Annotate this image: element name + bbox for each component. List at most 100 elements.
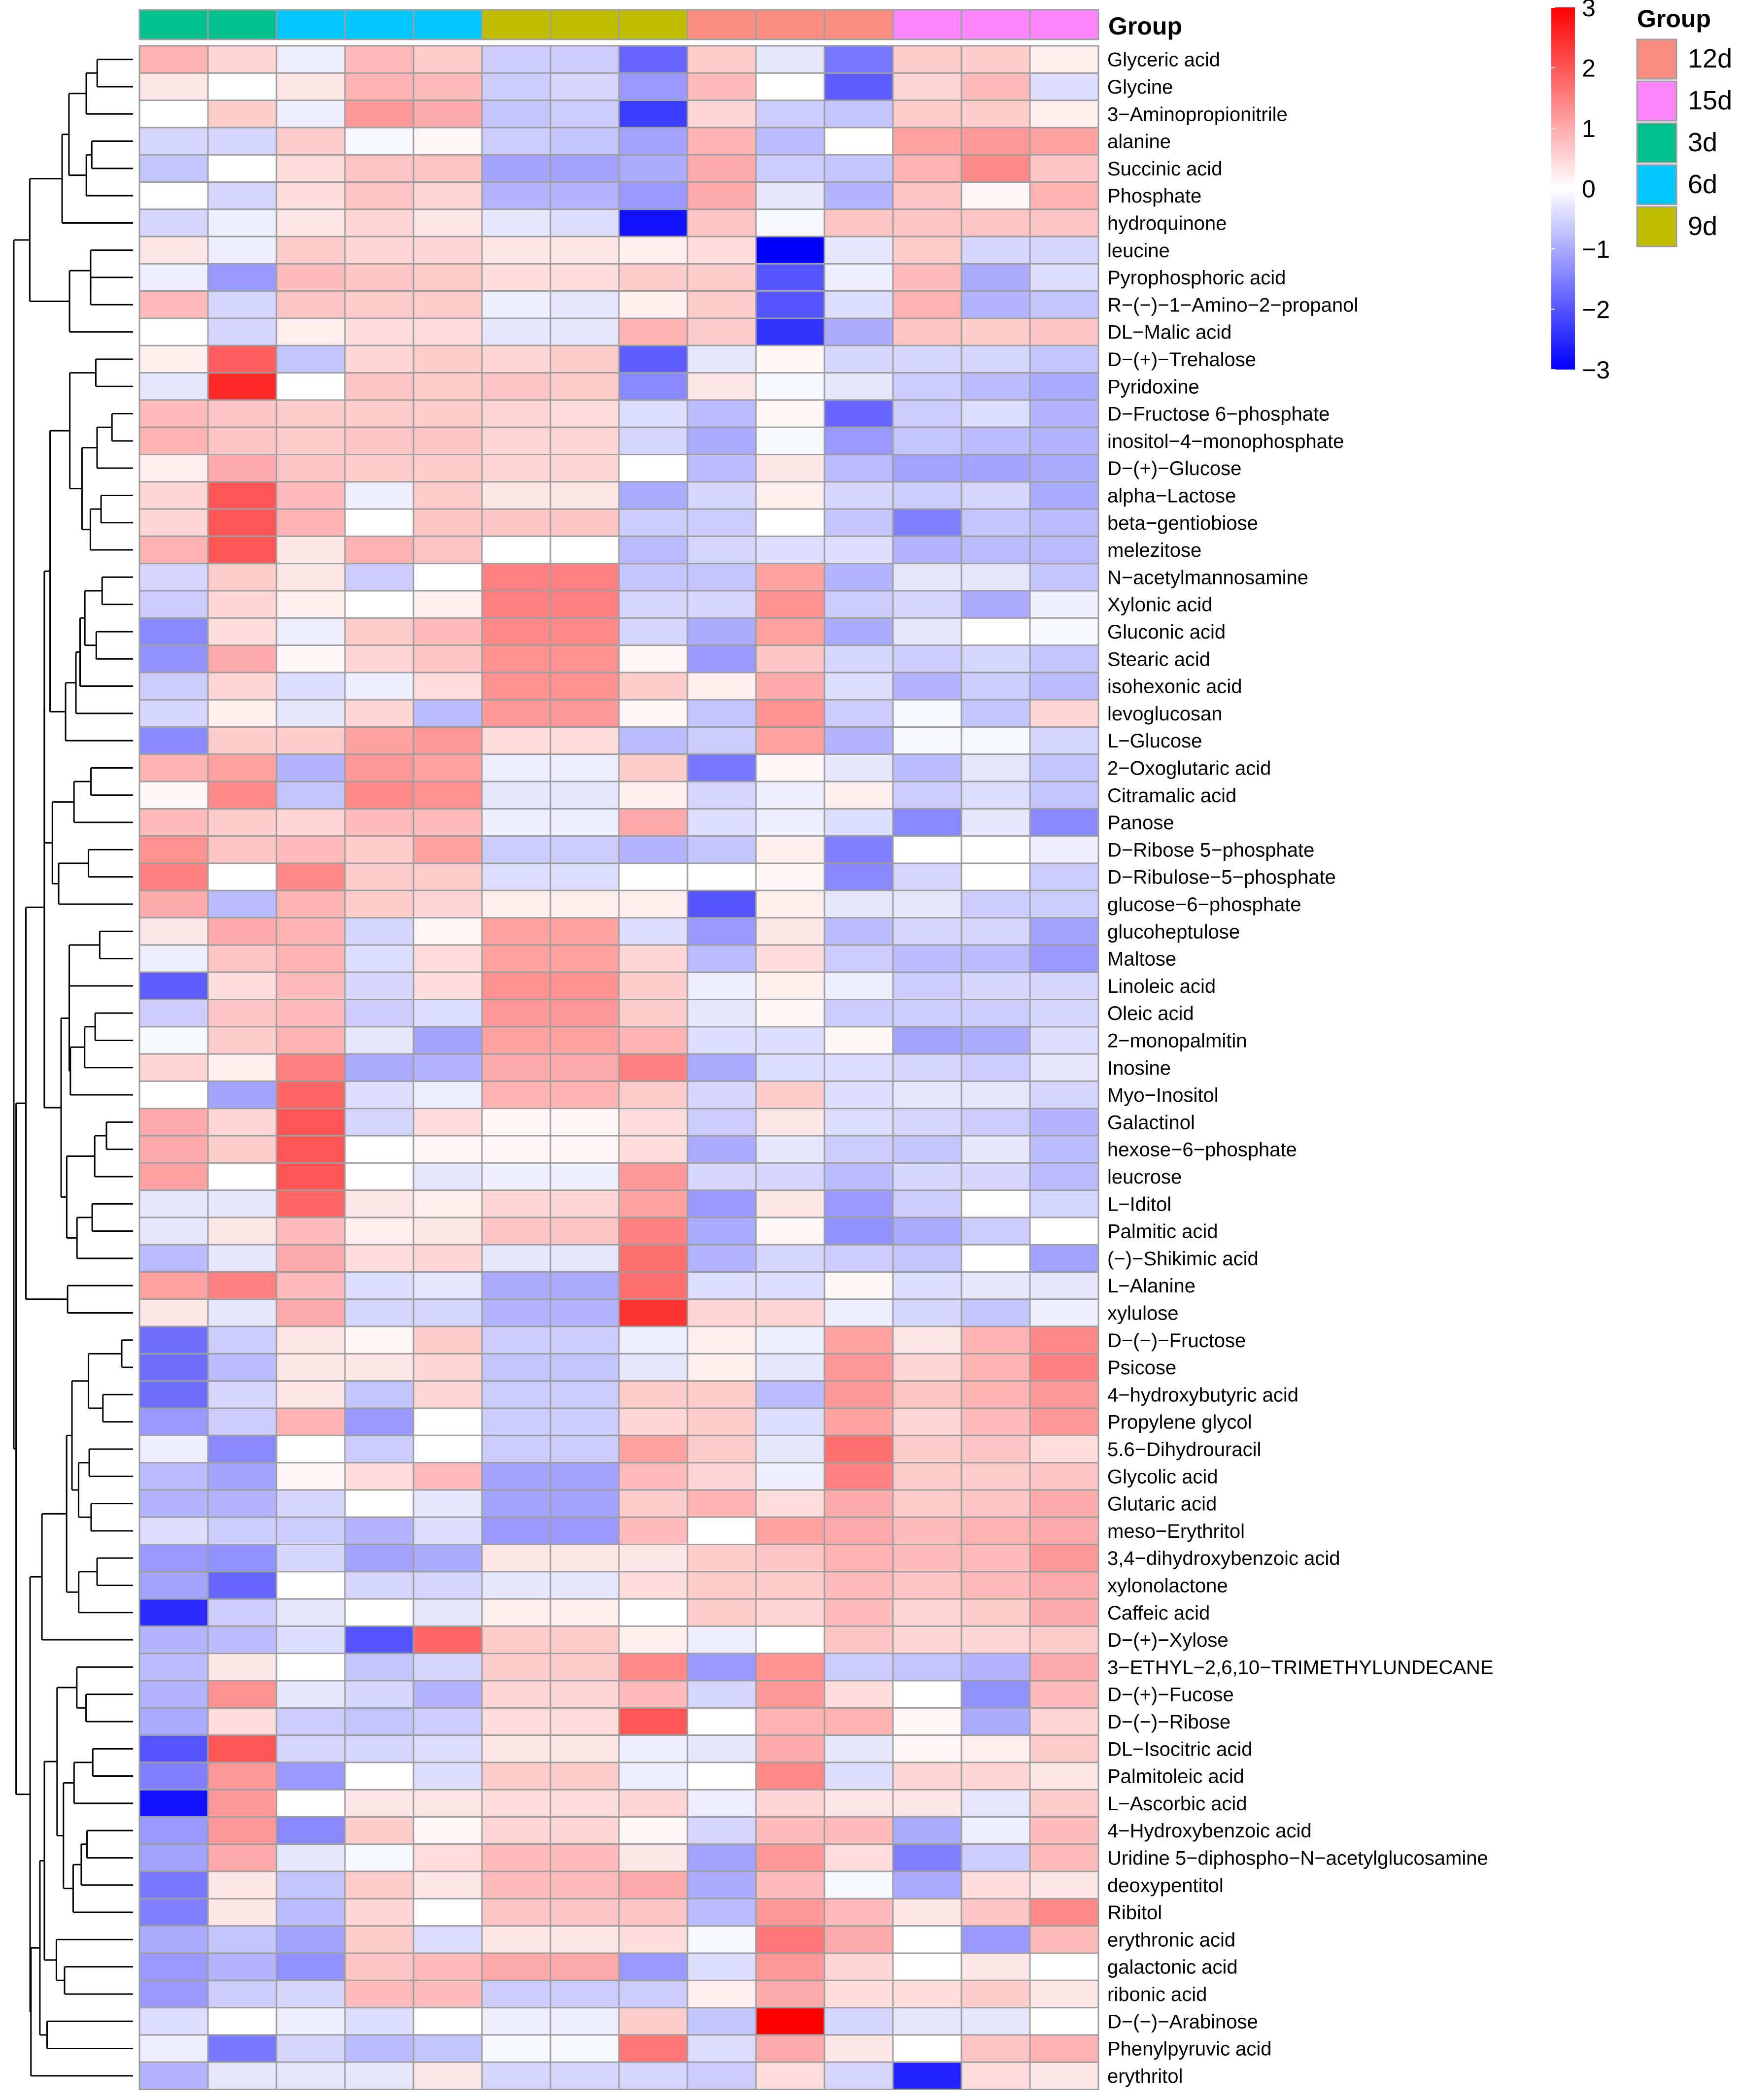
heatmap-cell <box>960 971 1031 1000</box>
heatmap-cell <box>892 1271 962 1300</box>
heatmap-cell <box>686 1925 757 1954</box>
row-label: hexose−6−phosphate <box>1107 1139 1297 1161</box>
row-label: xylonolactone <box>1107 1575 1228 1596</box>
heatmap-cell <box>481 563 551 592</box>
heatmap-cell <box>686 1434 757 1464</box>
row-label: Gluconic acid <box>1107 621 1226 643</box>
heatmap-cell <box>823 2007 894 2036</box>
heatmap-cell <box>138 971 209 1000</box>
heatmap-cell <box>481 1135 551 1164</box>
heatmap-cell <box>960 1080 1031 1110</box>
heatmap-cell <box>686 1571 757 1600</box>
heatmap-cell <box>344 1026 414 1055</box>
heatmap-cell <box>344 2007 414 2036</box>
heatmap-cell <box>1029 1625 1099 1655</box>
heatmap-cell <box>481 1026 551 1055</box>
heatmap-cell <box>686 753 757 782</box>
heatmap-cell <box>344 317 414 346</box>
heatmap-cell <box>138 1489 209 1518</box>
heatmap-cell <box>823 181 894 210</box>
heatmap-cell <box>207 399 277 428</box>
heatmap-cell <box>412 1462 483 1491</box>
heatmap-cell <box>412 1979 483 2009</box>
heatmap-cell <box>138 835 209 864</box>
heatmap-cell <box>960 1026 1031 1055</box>
heatmap-cell <box>481 1843 551 1872</box>
heatmap-cell <box>823 127 894 156</box>
heatmap-cell <box>686 1544 757 1573</box>
heatmap-cell <box>481 399 551 428</box>
row-label: Linoleic acid <box>1107 976 1216 997</box>
heatmap-cell <box>755 290 825 319</box>
heatmap-cell <box>1029 535 1099 565</box>
heatmap-cell <box>549 1544 620 1573</box>
colorbar-tick-label: 0 <box>1582 175 1596 203</box>
heatmap-cell <box>960 1516 1031 1545</box>
heatmap-cell <box>207 1353 277 1382</box>
heatmap-cell <box>275 563 346 592</box>
heatmap-cell <box>823 508 894 537</box>
heatmap-cell <box>549 1653 620 1682</box>
heatmap-cell <box>481 1108 551 1137</box>
heatmap-cell <box>344 1734 414 1763</box>
heatmap-cell <box>686 1870 757 1899</box>
heatmap-cell <box>207 644 277 674</box>
heatmap-cell <box>412 426 483 456</box>
heatmap-cell <box>755 590 825 619</box>
heatmap-cell <box>344 1680 414 1709</box>
heatmap-cell <box>207 1135 277 1164</box>
heatmap-cell <box>686 1407 757 1436</box>
heatmap-cell <box>892 889 962 919</box>
heatmap-cell <box>686 726 757 755</box>
heatmap-cell <box>823 290 894 319</box>
heatmap-cell <box>138 426 209 456</box>
heatmap-cell <box>823 426 894 456</box>
heatmap-cell <box>138 2061 209 2091</box>
heatmap-cell <box>686 617 757 646</box>
legend-title: Group <box>1637 5 1711 33</box>
legend-label-9d: 9d <box>1688 211 1717 241</box>
heatmap-cell <box>344 372 414 401</box>
heatmap-cell <box>755 1053 825 1082</box>
heatmap-cell <box>207 590 277 619</box>
heatmap-cell <box>549 1571 620 1600</box>
heatmap-cell <box>618 644 688 674</box>
heatmap-cell <box>412 154 483 183</box>
heatmap-cell <box>960 535 1031 565</box>
heatmap-cell <box>618 1162 688 1191</box>
heatmap-cell <box>138 1571 209 1600</box>
heatmap-cell <box>618 1979 688 2009</box>
heatmap-cell <box>412 1026 483 1055</box>
heatmap-cell <box>686 1761 757 1791</box>
heatmap-cell <box>823 808 894 837</box>
heatmap-cell <box>138 672 209 701</box>
heatmap-cell <box>138 181 209 210</box>
heatmap-cell <box>823 1707 894 1736</box>
heatmap-cell <box>892 1244 962 1273</box>
heatmap-cell <box>960 1407 1031 1436</box>
heatmap-cell <box>481 481 551 510</box>
heatmap-cell <box>823 154 894 183</box>
heatmap-cell <box>1029 1952 1099 1981</box>
heatmap-cell <box>686 100 757 129</box>
heatmap-cell <box>755 1870 825 1899</box>
heatmap-cell <box>686 1680 757 1709</box>
heatmap-cell <box>960 2007 1031 2036</box>
heatmap-cell <box>275 590 346 619</box>
heatmap-cell <box>755 1244 825 1273</box>
heatmap-cell <box>686 1108 757 1137</box>
heatmap-cell <box>892 1080 962 1110</box>
heatmap-cell <box>275 372 346 401</box>
heatmap-cell <box>481 1053 551 1082</box>
heatmap-cell <box>686 535 757 565</box>
heatmap-cell <box>1029 644 1099 674</box>
heatmap-cell <box>207 344 277 374</box>
heatmap-cell <box>412 317 483 346</box>
heatmap-cell <box>275 1053 346 1082</box>
heatmap-cell <box>618 1925 688 1954</box>
heatmap-cell <box>1029 72 1099 102</box>
heatmap-cell <box>275 971 346 1000</box>
heatmap-cell <box>207 1217 277 1246</box>
heatmap-cell <box>755 1407 825 1436</box>
heatmap-cell <box>344 1135 414 1164</box>
